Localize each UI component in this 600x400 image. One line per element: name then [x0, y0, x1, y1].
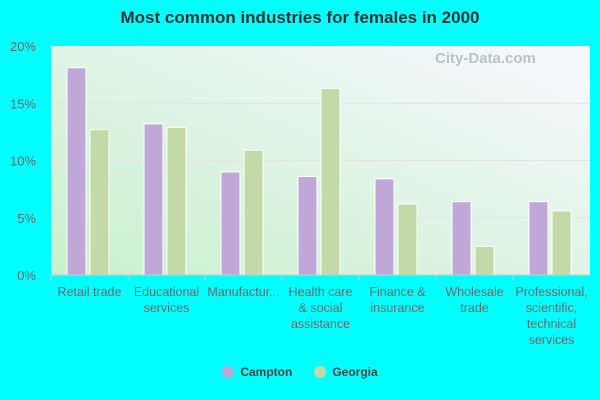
- x-category-label: Health care & social assistance: [289, 285, 353, 331]
- legend-label: Campton: [240, 365, 293, 379]
- bar-georgia: [397, 203, 418, 276]
- bar-campton: [66, 67, 87, 276]
- x-category-label: Finance & insurance: [369, 285, 426, 315]
- chart-title: Most common industries for females in 20…: [120, 8, 480, 27]
- bar-campton: [220, 171, 241, 276]
- bar-georgia: [551, 210, 572, 276]
- bar-georgia: [166, 126, 187, 276]
- legend: Campton Georgia: [0, 365, 600, 379]
- x-category-label: Professional, scientific, technical service…: [515, 285, 587, 347]
- y-tick-label: 5%: [17, 211, 36, 226]
- x-category-label: Educational services: [134, 285, 199, 315]
- legend-swatch: [314, 366, 327, 378]
- bar-campton: [297, 176, 318, 276]
- y-tick-label: 0%: [17, 268, 36, 283]
- bar-georgia: [243, 149, 264, 276]
- y-tick-label: 20%: [10, 39, 36, 54]
- x-category-label: Retail trade: [58, 285, 122, 299]
- legend-label: Georgia: [332, 365, 378, 379]
- bar-georgia: [89, 129, 110, 276]
- y-tick-label: 10%: [10, 154, 36, 169]
- bar-campton: [451, 201, 472, 276]
- bar-campton: [374, 178, 395, 276]
- bar-campton: [528, 201, 549, 276]
- bar-campton: [143, 123, 164, 276]
- y-tick-label: 15%: [10, 96, 36, 111]
- legend-swatch: [222, 366, 235, 378]
- watermark: City-Data.com: [435, 50, 536, 67]
- bar-georgia: [320, 87, 341, 276]
- legend-item: Georgia: [314, 365, 378, 379]
- x-category-label: Wholesale trade: [445, 285, 503, 315]
- x-category-label: Manufactur...: [207, 285, 279, 299]
- bar-georgia: [474, 245, 495, 276]
- legend-item: Campton: [222, 365, 292, 379]
